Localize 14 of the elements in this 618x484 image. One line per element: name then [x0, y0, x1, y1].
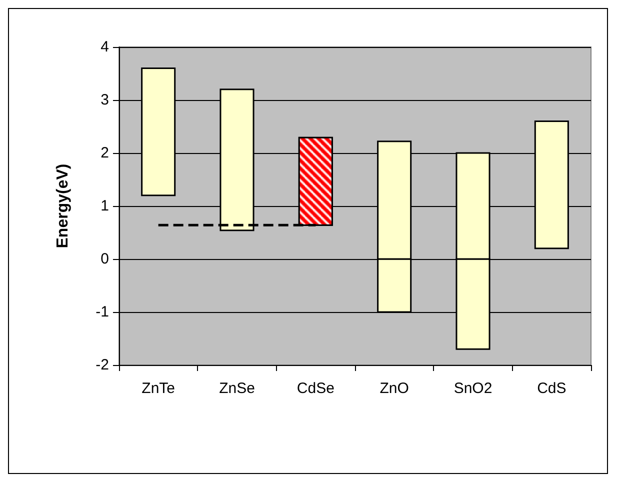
- y-tick-label: 0: [100, 250, 109, 268]
- y-tick-label: 2: [100, 144, 109, 162]
- x-tick-label: ZnTe: [142, 380, 176, 397]
- y-tick-label: -2: [96, 356, 109, 374]
- y-tick-label: 4: [100, 38, 109, 56]
- x-tick-label: ZnSe: [219, 380, 255, 397]
- y-tick-label: -1: [96, 304, 109, 320]
- x-tick-label: ZnO: [380, 380, 409, 397]
- x-tick-label: CdSe: [296, 380, 334, 397]
- x-tick-label: SnO2: [454, 380, 492, 397]
- y-tick-label: 3: [100, 92, 109, 108]
- y-axis-title: Energy(eV): [54, 164, 72, 248]
- x-tick-label: CdS: [537, 380, 566, 397]
- y-tick-label: 1: [100, 198, 109, 214]
